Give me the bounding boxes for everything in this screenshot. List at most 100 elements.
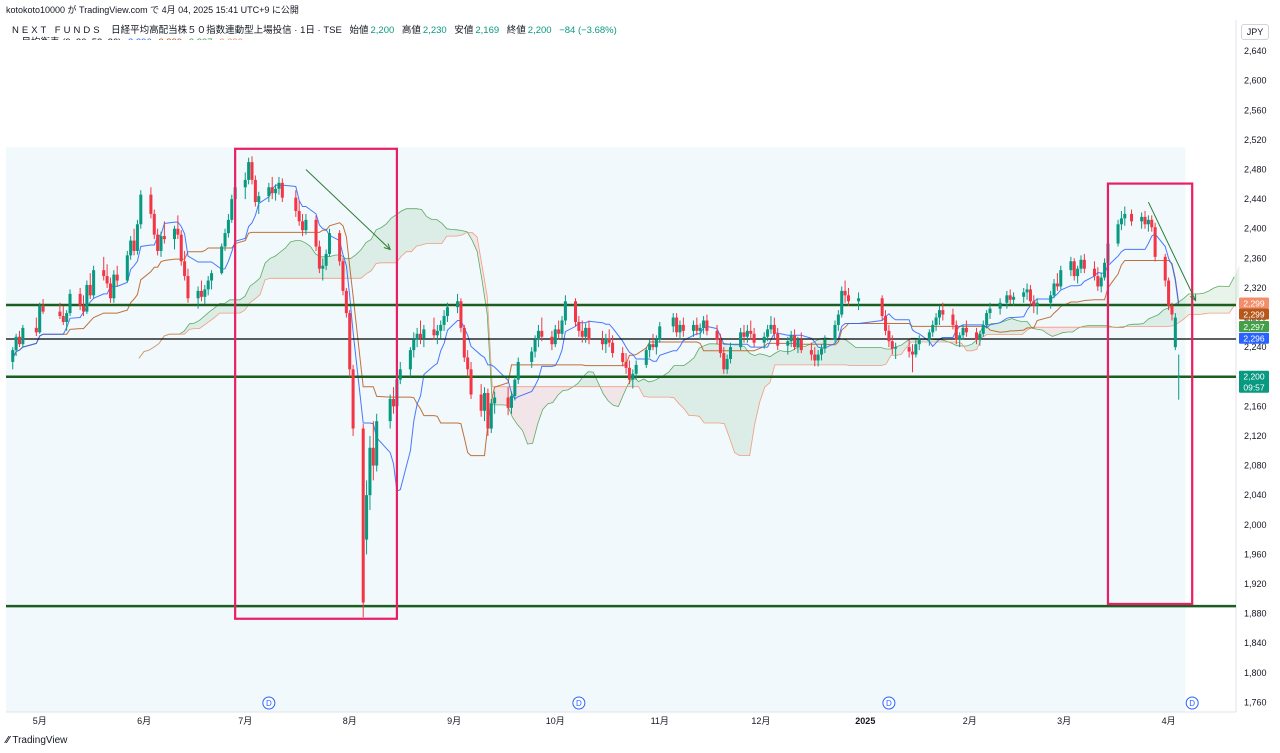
cloud-segment <box>527 386 533 445</box>
trend-arrow <box>305 169 390 250</box>
candle-body <box>951 314 955 325</box>
candle <box>108 277 112 303</box>
candle <box>412 332 416 358</box>
candle <box>14 333 18 357</box>
cloud-segment <box>406 208 412 252</box>
candle-body <box>927 332 931 340</box>
candle <box>65 310 69 331</box>
candle-body <box>439 324 443 331</box>
symbol-label[interactable]: 日経平均高配当株５０指数連動型上場投信 · 1日 · TSE <box>111 25 342 36</box>
candle <box>203 284 207 305</box>
candle <box>671 313 675 333</box>
cloud-segment <box>1017 320 1023 335</box>
currency-button[interactable]: JPY <box>1241 24 1269 40</box>
candle <box>681 317 685 337</box>
cloud-segment <box>694 348 700 417</box>
candle <box>917 335 921 351</box>
candle <box>1130 209 1134 226</box>
candle <box>41 299 45 314</box>
cloud-segment <box>795 346 801 365</box>
y-tick-label: 2,240 <box>1244 342 1267 352</box>
candle-body <box>415 333 419 340</box>
cloud-segment <box>249 282 256 303</box>
cloud-segment <box>1002 320 1008 335</box>
candle-body <box>843 290 847 296</box>
candle <box>819 344 824 361</box>
cloud-segment <box>1062 327 1068 333</box>
cloud-segment <box>562 386 568 391</box>
candle-body <box>176 228 180 235</box>
candle <box>678 320 682 340</box>
candle-body <box>1173 317 1177 348</box>
low-label: 安値 <box>454 25 474 36</box>
candle-body <box>681 324 685 331</box>
candle <box>220 243 224 275</box>
candle <box>415 327 419 348</box>
candle <box>1022 287 1026 303</box>
candle-body <box>766 329 770 337</box>
cloud-segment <box>1133 324 1139 327</box>
candle <box>375 413 379 472</box>
open-value: 2,200 <box>370 25 395 36</box>
price-label-bg <box>1239 332 1269 344</box>
candle-body <box>422 329 426 339</box>
candle-body <box>954 324 958 340</box>
candle <box>809 342 813 361</box>
candle-body <box>584 327 588 337</box>
candle <box>1028 284 1032 306</box>
dividend-label: D <box>576 699 582 708</box>
candle <box>1082 253 1086 274</box>
candle <box>894 342 898 359</box>
candle-body <box>573 301 578 322</box>
candle-body <box>1150 219 1154 228</box>
cloud-segment <box>290 240 296 279</box>
candle <box>536 324 540 348</box>
cloud-segment <box>265 258 271 280</box>
cloud-segment <box>1052 327 1058 337</box>
x-tick-label: 6月 <box>137 716 151 726</box>
candle-body <box>627 367 631 380</box>
candle <box>1025 283 1029 300</box>
candle-body <box>1177 376 1181 378</box>
cloud-segment <box>658 375 664 398</box>
candle <box>557 320 561 340</box>
cloud-segment <box>603 386 609 401</box>
candle <box>739 327 743 351</box>
candle-body <box>530 351 534 362</box>
candle-body <box>634 364 638 374</box>
cloud-segment <box>355 249 362 279</box>
candle <box>365 480 369 555</box>
cloud-segment <box>714 343 720 423</box>
candle-body <box>183 261 187 277</box>
cloud-segment <box>588 371 594 387</box>
candle-body <box>270 187 274 194</box>
candle-body <box>149 194 153 214</box>
cloud-segment <box>532 386 538 444</box>
cloud-segment <box>855 347 861 366</box>
candle-body <box>1123 213 1127 219</box>
candle-body <box>1170 305 1174 315</box>
candle-body <box>226 219 230 234</box>
candle <box>243 172 247 200</box>
candle-body <box>796 339 800 348</box>
highlight-box <box>234 147 399 620</box>
candle-body <box>769 324 773 330</box>
candle <box>78 287 82 311</box>
candle-body <box>964 327 968 333</box>
candle-body <box>880 298 884 317</box>
candle <box>823 335 827 354</box>
candle <box>294 190 298 217</box>
candle <box>267 182 271 203</box>
cloud-segment <box>295 240 301 279</box>
candle <box>530 347 534 368</box>
candle-body <box>553 329 557 345</box>
candle <box>887 324 891 348</box>
candle-body <box>621 353 625 362</box>
cloud-segment <box>472 232 478 252</box>
candle-body <box>159 236 163 251</box>
close-label: 終値 <box>506 25 526 36</box>
candle <box>489 398 493 433</box>
candle <box>1079 255 1083 274</box>
